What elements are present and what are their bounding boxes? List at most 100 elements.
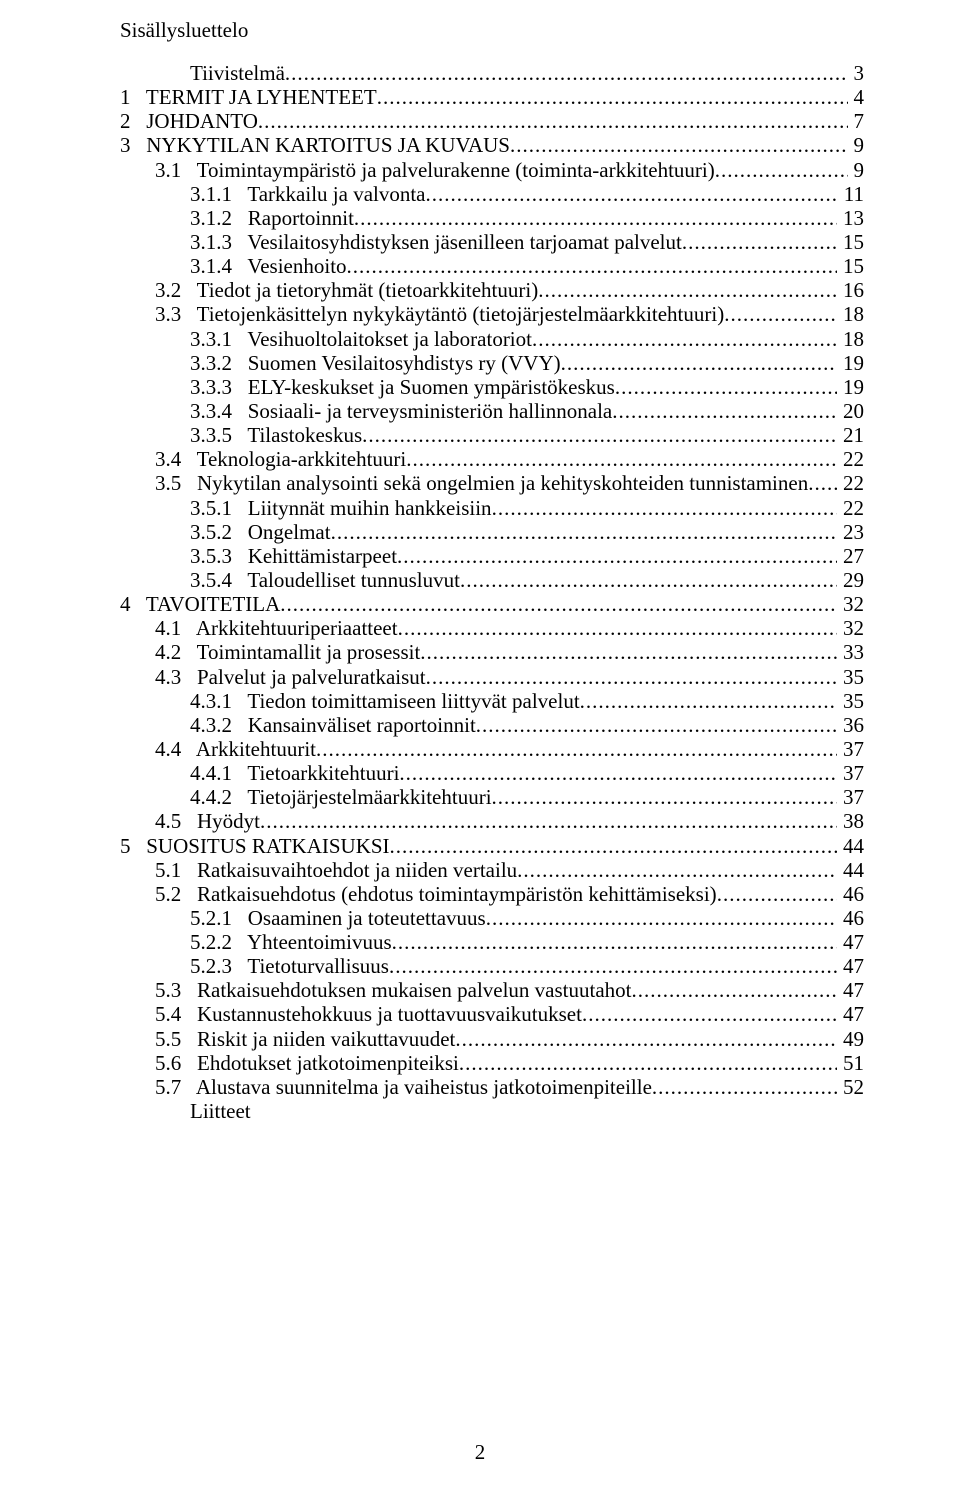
toc-entry-leader [580, 689, 837, 713]
toc-entry-label: 4.1 Arkkitehtuuriperiaatteet [120, 616, 398, 640]
toc-entry-label: 3 NYKYTILAN KARTOITUS JA KUVAUS [120, 133, 510, 157]
toc-entry-leader [517, 858, 837, 882]
toc-entry-page: 46 [837, 906, 864, 930]
toc-entry-label: Liitteet [120, 1099, 251, 1123]
toc-entry-page: 47 [837, 1002, 864, 1026]
toc-entry-leader [459, 1051, 837, 1075]
toc-entry-label: 4.3.1 Tiedon toimittamiseen liittyvät pa… [120, 689, 580, 713]
toc-entry: 3.5.1 Liitynnät muihin hankkeisiin22 [120, 496, 864, 520]
toc-entry-leader [280, 592, 837, 616]
toc-entry-label: 2 JOHDANTO [120, 109, 258, 133]
toc-entry: 5.2 Ratkaisuehdotus (ehdotus toimintaymp… [120, 882, 864, 906]
toc-entry-label: 3.3.5 Tilastokeskus [120, 423, 362, 447]
toc-entry-leader [612, 399, 837, 423]
toc-entry-leader [717, 882, 837, 906]
toc-entry-label: 3.3.3 ELY-keskukset ja Suomen ympäristök… [120, 375, 615, 399]
toc-entry-leader [715, 158, 848, 182]
toc-entry-label: 4.5 Hyödyt [120, 809, 260, 833]
toc-entry-page: 36 [837, 713, 864, 737]
toc-entry-label: 3.4 Teknologia-arkkitehtuuri [120, 447, 406, 471]
toc-entry: 3.5.3 Kehittämistarpeet 27 [120, 544, 864, 568]
toc-entry-label: 5 SUOSITUS RATKAISUKSI [120, 834, 390, 858]
toc-entry: 5.5 Riskit ja niiden vaikuttavuudet49 [120, 1027, 864, 1051]
toc-entry: 4.4 Arkkitehtuurit 37 [120, 737, 864, 761]
toc-entry-label: 5.7 Alustava suunnitelma ja vaiheistus j… [120, 1075, 652, 1099]
toc-entry: 3.1.4 Vesienhoito15 [120, 254, 864, 278]
toc-entry-leader [652, 1075, 837, 1099]
toc-entry-leader [285, 61, 848, 85]
toc-entry: 4.2 Toimintamallit ja prosessit33 [120, 640, 864, 664]
toc-entry-label: 5.4 Kustannustehokkuus ja tuottavuusvaik… [120, 1002, 582, 1026]
toc-entry: 3.5 Nykytilan analysointi sekä ongelmien… [120, 471, 864, 495]
toc-entry-page: 32 [837, 616, 864, 640]
toc-entry-page: 21 [837, 423, 864, 447]
toc-entry-label: 3.1.2 Raportoinnit [120, 206, 354, 230]
toc-entry-leader [331, 520, 837, 544]
toc-entry: 3.1 Toimintaympäristö ja palvelurakenne … [120, 158, 864, 182]
toc-entry: 3.3.3 ELY-keskukset ja Suomen ympäristök… [120, 375, 864, 399]
toc-entry: 4.5 Hyödyt38 [120, 809, 864, 833]
toc-entry-leader [260, 809, 837, 833]
toc-entry-page: 3 [848, 61, 865, 85]
toc-entry-leader [362, 423, 837, 447]
toc-entry-page: 35 [837, 689, 864, 713]
toc-entry-page: 9 [848, 133, 865, 157]
toc-entry-page: 37 [837, 737, 864, 761]
toc-entry-page: 47 [837, 954, 864, 978]
toc-entry-label: 4.3.2 Kansainväliset raportoinnit [120, 713, 476, 737]
toc-entry: 5.4 Kustannustehokkuus ja tuottavuusvaik… [120, 1002, 864, 1026]
toc-entry: 4.4.2 Tietojärjestelmäarkkitehtuuri 37 [120, 785, 864, 809]
toc-entry-leader [460, 568, 837, 592]
toc-entry-label: 4.2 Toimintamallit ja prosessit [120, 640, 420, 664]
toc-entry-page: 37 [837, 761, 864, 785]
toc-entry-page: 18 [837, 327, 864, 351]
toc-entry: 5.7 Alustava suunnitelma ja vaiheistus j… [120, 1075, 864, 1099]
toc-entry: 1 TERMIT JA LYHENTEET4 [120, 85, 864, 109]
toc-entry-leader [420, 640, 837, 664]
toc-entry-label: 4.4.2 Tietojärjestelmäarkkitehtuuri [120, 785, 492, 809]
toc-entry-leader [347, 254, 837, 278]
toc-entry-label: 5.2 Ratkaisuehdotus (ehdotus toimintaymp… [120, 882, 717, 906]
toc-entry-leader [724, 302, 837, 326]
toc-entry-leader [682, 230, 837, 254]
toc-entry-label: 4.4 Arkkitehtuurit [120, 737, 316, 761]
toc-entry-leader [615, 375, 837, 399]
toc-entry: 2 JOHDANTO7 [120, 109, 864, 133]
toc-entry-leader [316, 737, 837, 761]
toc-entry: 4.3 Palvelut ja palveluratkaisut35 [120, 665, 864, 689]
toc-entry: 3.3.5 Tilastokeskus 21 [120, 423, 864, 447]
toc-entry-page: 23 [837, 520, 864, 544]
toc-entry-label: 5.3 Ratkaisuehdotuksen mukaisen palvelun… [120, 978, 632, 1002]
toc-entry-page: 9 [848, 158, 865, 182]
toc-entry-page: 22 [837, 447, 864, 471]
toc-entry-page: 32 [837, 592, 864, 616]
toc-entry-page: 52 [837, 1075, 864, 1099]
toc-entry-leader [399, 761, 837, 785]
toc-entry: 5.6 Ehdotukset jatkotoimenpiteiksi51 [120, 1051, 864, 1075]
toc-entry-page: 11 [838, 182, 864, 206]
toc-entry-label: 3.3 Tietojenkäsittelyn nykykäytäntö (tie… [120, 302, 724, 326]
toc-entry-label: 3.3.4 Sosiaali- ja terveysministeriön ha… [120, 399, 612, 423]
toc-entry-label: Tiivistelmä [120, 61, 285, 85]
toc-entry-leader [377, 85, 848, 109]
toc-entry-label: 5.6 Ehdotukset jatkotoimenpiteiksi [120, 1051, 459, 1075]
toc-entry-label: 3.5.3 Kehittämistarpeet [120, 544, 397, 568]
toc-entry: 4.4.1 Tietoarkkitehtuuri37 [120, 761, 864, 785]
toc-entry-leader [397, 544, 837, 568]
toc-entry-label: 4.3 Palvelut ja palveluratkaisut [120, 665, 426, 689]
page-number: 2 [0, 1440, 960, 1465]
toc-entry-leader [389, 954, 837, 978]
toc-entry-leader [406, 447, 837, 471]
toc-entry-label: 3.3.1 Vesihuoltolaitokset ja laboratorio… [120, 327, 532, 351]
toc-entry-page: 47 [837, 930, 864, 954]
toc-entry-page: 27 [837, 544, 864, 568]
toc-entry-page: 44 [837, 858, 864, 882]
toc-entry-leader [476, 713, 837, 737]
toc-entry-label: 5.1 Ratkaisuvaihtoehdot ja niiden vertai… [120, 858, 517, 882]
toc-entry-page: 37 [837, 785, 864, 809]
toc-entry: 5.2.3 Tietoturvallisuus47 [120, 954, 864, 978]
toc-entry-leader [398, 616, 837, 640]
toc-entry-label: 3.5.4 Taloudelliset tunnusluvut [120, 568, 460, 592]
toc-entry-leader [492, 785, 837, 809]
toc-entry-label: 5.2.1 Osaaminen ja toteutettavuus [120, 906, 486, 930]
